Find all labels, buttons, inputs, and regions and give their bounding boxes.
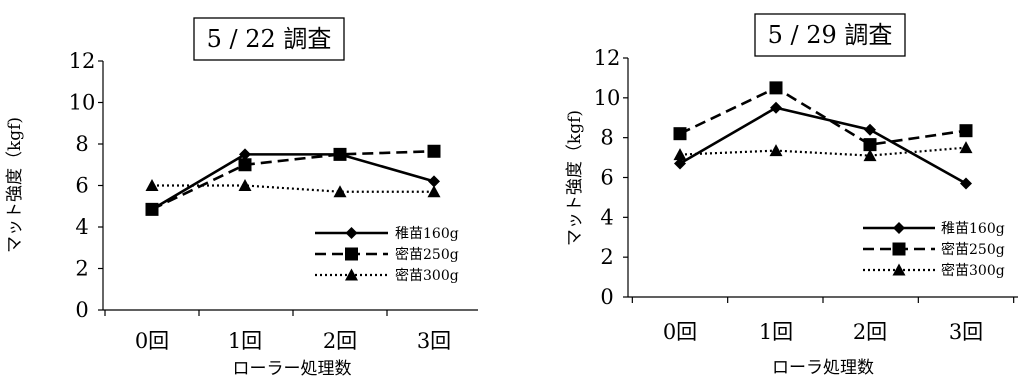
series-line bbox=[151, 149, 435, 211]
data-point bbox=[239, 148, 251, 161]
x-tick-label: 3回 bbox=[417, 329, 451, 353]
y-tick-label: 0 bbox=[75, 298, 88, 322]
legend-marker bbox=[345, 247, 358, 261]
data-point bbox=[959, 124, 973, 138]
y-axis-title: マット強度（kgf) bbox=[5, 117, 25, 253]
series-2 bbox=[145, 144, 441, 216]
legend-marker bbox=[345, 268, 358, 281]
data-point bbox=[864, 123, 876, 136]
data-point bbox=[960, 177, 972, 190]
y-tick-label: 10 bbox=[594, 86, 621, 110]
data-point bbox=[863, 138, 877, 152]
legend-label: 稚苗160g bbox=[941, 221, 1005, 237]
x-tick-label: 1回 bbox=[759, 320, 793, 344]
y-tick-label: 2 bbox=[75, 257, 88, 281]
data-point bbox=[238, 179, 252, 191]
y-tick-label: 0 bbox=[600, 285, 613, 309]
series-line bbox=[151, 153, 435, 211]
data-point bbox=[145, 179, 159, 191]
legend-marker bbox=[345, 227, 358, 239]
y-tick-label: 8 bbox=[75, 132, 88, 156]
data-point bbox=[238, 158, 252, 172]
legend-label: 密苗250g bbox=[395, 246, 459, 263]
y-tick-label: 10 bbox=[69, 91, 96, 115]
data-point bbox=[769, 81, 783, 95]
x-tick-label: 2回 bbox=[323, 329, 357, 353]
chart-title: 5 / 29 調査 bbox=[768, 21, 893, 49]
x-tick-label: 2回 bbox=[853, 320, 887, 344]
x-axis-title: ローラ処理数 bbox=[772, 358, 874, 378]
data-point bbox=[674, 157, 686, 170]
legend-label: 密苗300g bbox=[395, 267, 459, 284]
data-point bbox=[145, 202, 159, 216]
data-point bbox=[427, 185, 441, 198]
chart-title-box bbox=[193, 17, 345, 61]
legend-entry: 密苗250g bbox=[315, 246, 459, 263]
series-line bbox=[679, 146, 967, 157]
data-point bbox=[333, 185, 347, 198]
data-point bbox=[863, 149, 877, 162]
data-point bbox=[673, 148, 687, 161]
legend-marker bbox=[893, 222, 905, 234]
data-point bbox=[427, 144, 441, 158]
series-3 bbox=[145, 179, 441, 198]
y-tick-label: 12 bbox=[594, 46, 621, 70]
x-tick-label: 0回 bbox=[663, 320, 697, 344]
data-point bbox=[959, 141, 973, 154]
data-point bbox=[333, 147, 347, 161]
chart-title: 5 / 22 調査 bbox=[207, 25, 332, 53]
y-tick-label: 4 bbox=[75, 215, 88, 239]
y-tick-label: 2 bbox=[600, 245, 613, 269]
data-point bbox=[673, 127, 687, 141]
y-tick-label: 6 bbox=[75, 174, 88, 198]
series-3 bbox=[673, 141, 973, 162]
series-line bbox=[679, 106, 967, 185]
legend-label: 稚苗160g bbox=[395, 226, 459, 242]
series-line bbox=[679, 86, 967, 146]
x-axis-title: ローラー処理数 bbox=[233, 359, 352, 379]
legend-marker bbox=[892, 242, 906, 256]
series-1 bbox=[146, 148, 440, 216]
legend-entry: 密苗250g bbox=[863, 241, 1005, 258]
series-2 bbox=[673, 81, 973, 152]
y-tick-label: 6 bbox=[600, 166, 613, 190]
data-point bbox=[428, 175, 440, 188]
chart-title-box bbox=[754, 13, 906, 57]
data-point bbox=[769, 144, 783, 157]
y-tick-label: 8 bbox=[600, 126, 613, 150]
x-tick-label: 3回 bbox=[949, 320, 983, 344]
series-line bbox=[152, 184, 434, 193]
y-axis-title: マット強度（kgf) bbox=[565, 110, 585, 246]
y-tick-label: 12 bbox=[69, 49, 96, 73]
legend-entry: 稚苗160g bbox=[315, 226, 459, 242]
x-tick-label: 0回 bbox=[135, 329, 169, 353]
legend-entry: 密苗300g bbox=[863, 262, 1005, 279]
legend-entry: 稚苗160g bbox=[863, 221, 1005, 237]
data-point bbox=[770, 101, 782, 114]
series-1 bbox=[674, 101, 972, 190]
legend-marker bbox=[892, 263, 906, 276]
legend-label: 密苗250g bbox=[941, 241, 1005, 258]
y-tick-label: 4 bbox=[600, 205, 613, 229]
legend-entry: 密苗300g bbox=[315, 267, 459, 284]
x-tick-label: 1回 bbox=[228, 329, 262, 353]
legend-label: 密苗300g bbox=[941, 262, 1005, 279]
